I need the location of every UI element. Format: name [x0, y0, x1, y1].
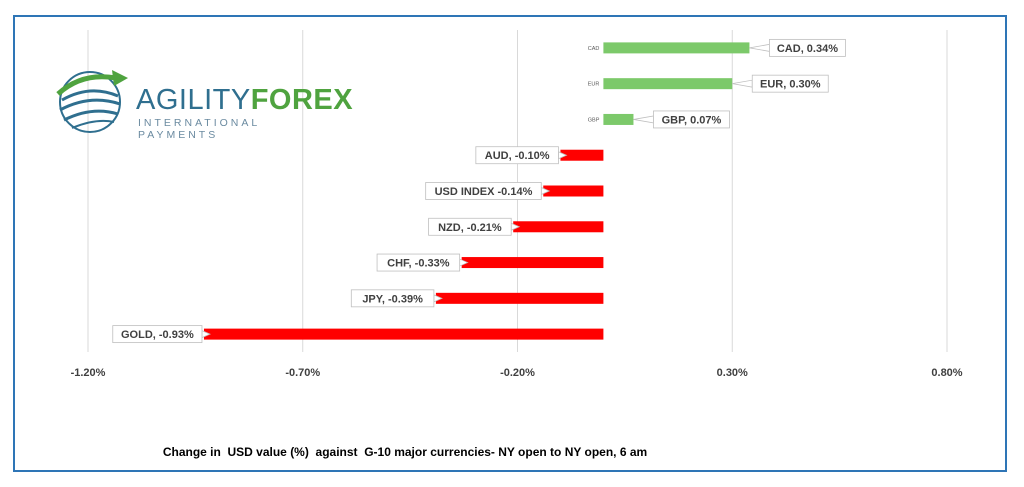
bar — [603, 42, 750, 54]
chart-caption: Change in USD value (%) against G-10 maj… — [162, 445, 648, 459]
globe-arrow-icon — [56, 70, 128, 133]
data-label: USD INDEX -0.14% — [435, 186, 533, 198]
category-label: GBP — [588, 117, 600, 123]
x-tick-label: 0.80% — [931, 367, 962, 379]
data-label: CAD, 0.34% — [777, 43, 838, 55]
logo-tagline: INTERNATIONAL PAYMENTS — [138, 117, 260, 141]
data-label: CHF, -0.33% — [387, 258, 450, 270]
label-callout-pointer — [633, 115, 654, 124]
data-label: AUD, -0.10% — [485, 150, 550, 162]
bar — [603, 78, 733, 90]
logo-name-part1: AGILITY — [136, 84, 251, 116]
bar — [435, 292, 604, 304]
category-label: CAD — [588, 46, 600, 52]
x-tick-label: -0.70% — [285, 367, 320, 379]
x-tick-label: -1.20% — [71, 367, 106, 379]
label-callout-box — [350, 289, 435, 308]
x-tick-label: -0.20% — [500, 367, 535, 379]
bar — [461, 257, 604, 269]
label-callout-box — [653, 110, 730, 129]
data-label: NZD, -0.21% — [438, 222, 502, 234]
label-callout-box — [751, 74, 829, 93]
chart-frame — [13, 15, 1007, 472]
label-callout-box — [769, 38, 846, 57]
data-label: JPY, -0.39% — [362, 293, 423, 305]
label-callout-pointer — [732, 79, 753, 88]
bar — [543, 185, 604, 197]
data-label: EUR, 0.30% — [760, 79, 821, 91]
category-label: EUR — [588, 82, 600, 88]
label-callout-box — [428, 217, 512, 236]
logo-name-part2: FOREX — [250, 84, 354, 116]
label-callout-box — [475, 146, 559, 165]
label-callout-box — [425, 182, 542, 200]
label-callout-box — [376, 253, 461, 272]
logo-wordmark: AGILITYFOREX — [136, 86, 353, 115]
x-tick-label: 0.30% — [717, 367, 748, 379]
label-callout-pointer — [749, 43, 770, 52]
label-callout-box — [112, 325, 203, 344]
data-label: GBP, 0.07% — [662, 114, 722, 126]
company-logo: AGILITYFOREX INTERNATIONAL PAYMENTS — [52, 66, 353, 141]
bar — [203, 328, 604, 340]
data-label: GOLD, -0.93% — [121, 329, 194, 341]
bar — [560, 149, 604, 161]
bar — [603, 113, 634, 125]
bar — [513, 221, 604, 233]
